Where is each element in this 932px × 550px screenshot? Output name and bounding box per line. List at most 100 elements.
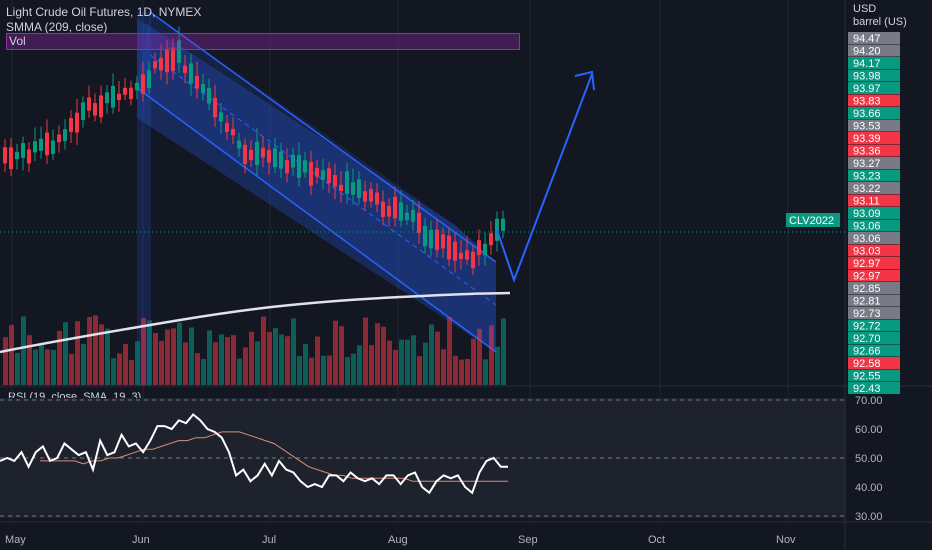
price-label: 93.22 bbox=[853, 183, 881, 195]
candle-body bbox=[495, 218, 499, 241]
volume-bar bbox=[291, 318, 296, 385]
candle-body bbox=[207, 88, 211, 104]
volume-bar bbox=[45, 349, 50, 385]
candle-body bbox=[321, 170, 325, 181]
smma-indicator-label[interactable]: SMMA (209, close) bbox=[6, 20, 108, 34]
price-label: 93.27 bbox=[853, 158, 881, 170]
candle-body bbox=[429, 229, 433, 249]
candle-body bbox=[249, 149, 253, 161]
price-label: 93.53 bbox=[853, 121, 881, 133]
forecast-path[interactable] bbox=[496, 73, 593, 283]
price-label: 93.39 bbox=[853, 133, 881, 145]
candle-body bbox=[279, 151, 283, 169]
time-axis-label: Sep bbox=[518, 534, 538, 546]
volume-bar bbox=[159, 341, 164, 385]
price-label: 93.03 bbox=[853, 246, 881, 258]
price-label-bg bbox=[848, 169, 900, 182]
volume-bar bbox=[477, 328, 482, 385]
volume-bar bbox=[375, 323, 380, 385]
price-axis[interactable]: 94.4794.2094.1793.9893.9793.8393.6693.53… bbox=[848, 32, 900, 395]
volume-bar bbox=[69, 354, 74, 385]
price-label: 93.06 bbox=[853, 233, 881, 245]
candle-body bbox=[345, 171, 349, 194]
time-axis-label: Nov bbox=[776, 534, 796, 546]
candle-body bbox=[15, 151, 19, 160]
volume-bar bbox=[9, 324, 14, 385]
price-label-bg bbox=[848, 369, 900, 382]
channel-fill bbox=[137, 18, 496, 352]
price-label: 92.55 bbox=[853, 371, 881, 383]
price-label-bg bbox=[848, 57, 900, 69]
price-label-bg bbox=[848, 382, 900, 394]
candle-body bbox=[33, 141, 37, 153]
price-label-bg bbox=[848, 219, 900, 232]
candle-body bbox=[105, 92, 109, 104]
rsi-axis[interactable]: 70.00 60.00 50.00 40.00 30.00 bbox=[855, 395, 883, 523]
candle-body bbox=[423, 225, 427, 247]
candle-body bbox=[45, 132, 49, 156]
forecast-arrow-icon bbox=[574, 70, 595, 91]
volume-bar bbox=[75, 321, 80, 385]
volume-bar bbox=[15, 352, 20, 385]
candle-body bbox=[339, 184, 343, 191]
candle-body bbox=[255, 141, 259, 165]
price-label-bg bbox=[848, 144, 900, 157]
price-unit-label: USD barrel (US) bbox=[853, 3, 907, 28]
candle-body bbox=[351, 182, 355, 195]
rsi-line[interactable] bbox=[0, 413, 508, 495]
candle-body bbox=[147, 70, 151, 88]
price-label-bg bbox=[848, 194, 900, 207]
candle-body bbox=[405, 212, 409, 221]
volume-bar bbox=[255, 341, 260, 385]
candle-body bbox=[69, 118, 73, 132]
rsi-axis-label: 40.00 bbox=[855, 482, 883, 494]
current-symbol-label: CLV2022 bbox=[789, 215, 834, 227]
volume-bar bbox=[207, 330, 212, 385]
volume-bar bbox=[165, 329, 170, 385]
volume-bar bbox=[489, 325, 494, 385]
volume-bar bbox=[285, 336, 290, 385]
volume-bar bbox=[309, 357, 314, 385]
price-label: 93.66 bbox=[853, 108, 881, 120]
volume-bar bbox=[363, 317, 368, 385]
candle-body bbox=[99, 95, 103, 118]
price-label: 92.85 bbox=[853, 283, 881, 295]
volume-bar bbox=[171, 328, 176, 385]
price-label-bg bbox=[848, 82, 900, 94]
volume-bar bbox=[261, 316, 266, 385]
price-label-bg bbox=[848, 344, 900, 357]
candle-body bbox=[177, 40, 181, 63]
candle-body bbox=[261, 147, 265, 158]
volume-bar bbox=[333, 320, 338, 385]
volume-bar bbox=[327, 355, 332, 385]
candle-body bbox=[111, 85, 115, 108]
smma-line[interactable] bbox=[0, 291, 511, 354]
price-label-bg bbox=[848, 94, 900, 107]
symbol-title[interactable]: Light Crude Oil Futures, 1D, NYMEX bbox=[6, 5, 202, 19]
candle-body bbox=[435, 229, 439, 250]
volume-bar bbox=[465, 358, 470, 385]
price-label-bg bbox=[848, 44, 900, 57]
vol-indicator-label[interactable]: Vol bbox=[6, 33, 520, 50]
channel-lower-line[interactable] bbox=[136, 87, 497, 353]
time-axis[interactable]: May Jun Jul Aug Sep Oct Nov bbox=[5, 534, 796, 546]
channel-upper-line[interactable] bbox=[149, 11, 497, 263]
candle-body bbox=[273, 148, 277, 168]
price-label: 93.09 bbox=[853, 208, 881, 220]
candle-body bbox=[471, 251, 475, 269]
volume-bar bbox=[447, 317, 452, 385]
volume-bar bbox=[99, 324, 104, 385]
volume-bar bbox=[249, 331, 254, 385]
range-highlight bbox=[137, 12, 151, 386]
price-label: 93.06 bbox=[853, 221, 881, 233]
volume-bar bbox=[267, 332, 272, 385]
price-label: 93.97 bbox=[853, 83, 881, 95]
rsi-axis-label: 50.00 bbox=[855, 453, 883, 465]
candle-body bbox=[189, 63, 193, 84]
rsi-ma-line[interactable] bbox=[40, 431, 508, 482]
candle-body bbox=[369, 189, 373, 202]
rsi-axis-label: 30.00 bbox=[855, 511, 883, 523]
volume-bar bbox=[381, 326, 386, 385]
candle-body bbox=[39, 138, 43, 151]
